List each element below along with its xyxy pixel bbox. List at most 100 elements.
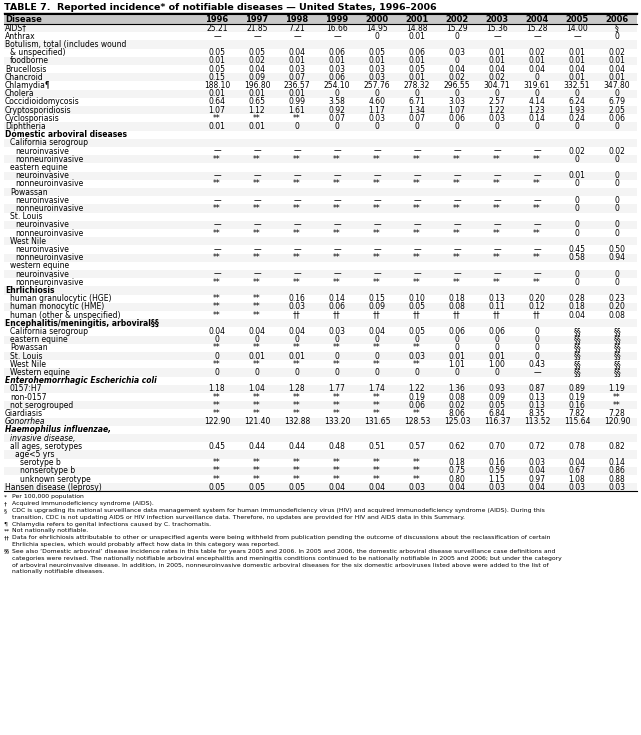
Text: —: —	[213, 32, 221, 41]
Bar	[4, 40, 637, 49]
Text: 21.85: 21.85	[246, 24, 268, 32]
Bar	[4, 196, 637, 204]
Text: **: **	[213, 458, 221, 467]
Text: Powassan: Powassan	[10, 343, 47, 352]
Text: 0.04: 0.04	[369, 483, 385, 492]
Text: ††: ††	[293, 311, 301, 320]
Text: 0: 0	[495, 343, 499, 352]
Text: 0.01: 0.01	[569, 57, 585, 65]
Text: 0.03: 0.03	[369, 65, 385, 74]
Text: 6.84: 6.84	[488, 409, 506, 418]
Text: **: **	[213, 475, 221, 484]
Bar	[4, 14, 637, 24]
Text: 1.77: 1.77	[329, 384, 345, 393]
Text: 0.80: 0.80	[449, 475, 465, 484]
Text: 0: 0	[254, 335, 260, 344]
Text: 0.23: 0.23	[608, 294, 626, 304]
Text: 236.57: 236.57	[284, 81, 310, 90]
Text: 0.01: 0.01	[608, 57, 626, 65]
Text: **: **	[4, 528, 10, 534]
Bar	[4, 237, 637, 245]
Text: —: —	[533, 270, 541, 279]
Text: Chlamydia¶: Chlamydia¶	[5, 81, 51, 90]
Text: foodborne: foodborne	[10, 57, 49, 65]
Text: —: —	[213, 245, 221, 254]
Text: **: **	[293, 467, 301, 476]
Text: **: **	[333, 204, 341, 213]
Text: Western equine: Western equine	[10, 368, 70, 377]
Text: 0.97: 0.97	[528, 475, 545, 484]
Text: **: **	[293, 360, 301, 369]
Bar	[4, 279, 637, 287]
Text: —: —	[213, 146, 221, 156]
Text: 0: 0	[535, 89, 540, 98]
Text: California serogroup: California serogroup	[10, 138, 88, 148]
Bar	[4, 409, 637, 417]
Text: 0.04: 0.04	[208, 327, 226, 336]
Text: human monocytic (HME): human monocytic (HME)	[10, 302, 104, 312]
Text: **: **	[293, 155, 301, 164]
Text: **: **	[333, 155, 341, 164]
Text: Chancroid: Chancroid	[5, 73, 44, 82]
Text: **: **	[533, 253, 541, 262]
Text: human (other & unspecified): human (other & unspecified)	[10, 311, 121, 320]
Text: 0.03: 0.03	[488, 483, 506, 492]
Bar	[4, 385, 637, 393]
Text: **: **	[493, 204, 501, 213]
Text: **: **	[213, 311, 221, 320]
Bar	[4, 336, 637, 344]
Text: 0: 0	[374, 122, 379, 131]
Text: 0.01: 0.01	[288, 57, 306, 65]
Text: 1.01: 1.01	[449, 360, 465, 369]
Text: 0.04: 0.04	[569, 458, 585, 467]
Bar	[4, 163, 637, 171]
Text: 0.05: 0.05	[369, 49, 385, 57]
Text: 0: 0	[495, 89, 499, 98]
Bar	[4, 220, 637, 229]
Text: eastern equine: eastern equine	[10, 335, 67, 344]
Text: 0: 0	[374, 351, 379, 361]
Text: 1.18: 1.18	[209, 384, 226, 393]
Text: 0: 0	[574, 204, 579, 213]
Bar	[4, 434, 637, 442]
Text: all ages, serotypes: all ages, serotypes	[10, 442, 82, 451]
Text: 0.03: 0.03	[528, 458, 545, 467]
Text: 131.65: 131.65	[363, 417, 390, 426]
Text: CDC is upgrading its national surveillance data management system for human immu: CDC is upgrading its national surveillan…	[12, 508, 545, 513]
Text: §§: §§	[573, 335, 581, 344]
Text: **: **	[253, 229, 261, 237]
Text: 0.05: 0.05	[249, 49, 265, 57]
Text: 2003: 2003	[485, 15, 508, 24]
Text: 0: 0	[454, 89, 460, 98]
Text: 0.03: 0.03	[408, 351, 426, 361]
Text: nonserotype b: nonserotype b	[20, 467, 75, 476]
Text: **: **	[253, 311, 261, 320]
Text: **: **	[213, 302, 221, 312]
Text: **: **	[213, 155, 221, 164]
Text: 0.04: 0.04	[449, 65, 465, 74]
Text: 0.48: 0.48	[329, 442, 345, 451]
Text: human granulocytic (HGE): human granulocytic (HGE)	[10, 294, 112, 304]
Text: 0.01: 0.01	[488, 49, 506, 57]
Text: invasive disease,: invasive disease,	[10, 434, 76, 442]
Text: **: **	[373, 343, 381, 352]
Text: §§: §§	[613, 360, 621, 369]
Text: 1.17: 1.17	[369, 106, 385, 115]
Text: 0: 0	[335, 351, 340, 361]
Text: —: —	[213, 171, 221, 180]
Text: 0.07: 0.07	[328, 114, 345, 123]
Text: §§: §§	[613, 335, 621, 344]
Text: **: **	[293, 343, 301, 352]
Text: 0.51: 0.51	[369, 442, 385, 451]
Text: 0: 0	[574, 220, 579, 229]
Text: 0: 0	[374, 335, 379, 344]
Text: **: **	[373, 179, 381, 188]
Text: **: **	[293, 114, 301, 123]
Text: —: —	[293, 32, 301, 41]
Text: **: **	[453, 179, 461, 188]
Bar	[4, 344, 637, 352]
Text: 0.02: 0.02	[608, 146, 626, 156]
Text: 0.04: 0.04	[528, 467, 545, 476]
Text: 0.03: 0.03	[569, 483, 585, 492]
Text: Data for ehrlichiosis attributable to other or unspecified agents were being wit: Data for ehrlichiosis attributable to ot…	[12, 535, 551, 540]
